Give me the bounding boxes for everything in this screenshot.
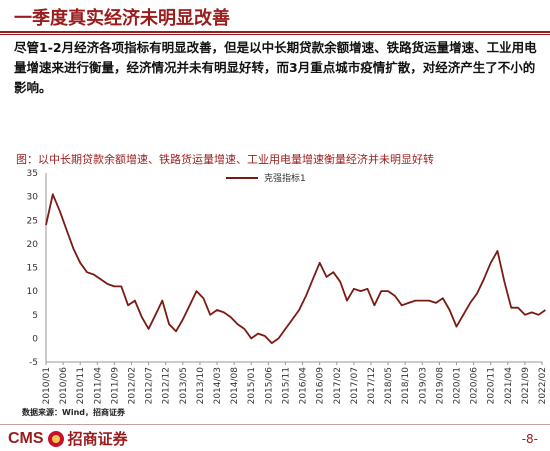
x-tick-label: 2010/06 (59, 367, 69, 405)
x-tick-label: 2012/12 (162, 367, 172, 404)
x-tick-label: 2012/02 (128, 367, 138, 404)
legend-label: 克强指标1 (264, 174, 306, 184)
y-tick-label: 10 (27, 287, 39, 297)
body-paragraph: 尽管1-2月经济各项指标有明显改善，但是以中长期贷款余额增速、铁路货运量增速、工… (14, 40, 537, 95)
x-tick-label: 2015/11 (281, 367, 291, 404)
y-tick-label: 5 (32, 311, 38, 321)
slide-title: 一季度真实经济未明显改善 (14, 8, 230, 29)
x-tick-label: 2015/06 (264, 367, 274, 405)
y-tick-label: 30 (27, 193, 39, 203)
line-chart: -5 0 5 10 15 20 25 30 35 2010/01 2010/06 2010/11 201… (27, 169, 548, 405)
y-tick-label: 25 (27, 216, 38, 226)
company-logo: CMS 招商证券 (8, 428, 128, 449)
x-tick-label: 2020/06 (470, 367, 480, 405)
data-source: 数据来源：Wind，招商证券 (22, 408, 125, 417)
title-rule-thin (0, 34, 550, 35)
x-tick-label: 2017/12 (367, 367, 377, 404)
x-tick-label: 2014/08 (230, 367, 240, 405)
x-tick-label: 2012/07 (145, 367, 155, 404)
x-tick-label: 2016/04 (299, 367, 309, 405)
x-tick-label: 2015/01 (247, 367, 257, 404)
chart-title: 图：以中长期贷款余额增速、铁路货运量增速、工业用电量增速衡量经济并未明显好转 (16, 153, 434, 166)
x-tick-label: 2011/09 (110, 367, 120, 405)
logo-emblem-icon (47, 430, 64, 447)
x-tick-label: 2010/11 (76, 367, 86, 404)
x-tick-label: 2013/05 (179, 367, 189, 404)
y-tick-label: 0 (32, 334, 38, 344)
legend-line-swatch (226, 176, 258, 179)
x-tick-label: 2021/09 (521, 367, 531, 405)
logo-cms-text: CMS (8, 429, 44, 447)
x-tick-label: 2016/09 (316, 367, 326, 405)
x-tick-label: 2020/11 (487, 367, 497, 404)
y-tick-label: 15 (27, 264, 38, 274)
title-rule (0, 31, 550, 33)
x-tick-label: 2017/02 (333, 367, 343, 404)
y-tick-label: -5 (29, 358, 38, 368)
x-tick-label: 2017/07 (350, 367, 360, 404)
y-tick-label: 35 (27, 169, 38, 179)
x-tick-label: 2018/05 (384, 367, 394, 404)
x-tick-label: 2013/10 (196, 367, 206, 405)
chart-legend: 克强指标1 (226, 171, 306, 184)
y-tick-label: 20 (27, 240, 39, 250)
x-tick-label: 2020/01 (452, 367, 462, 404)
x-tick-label: 2021/04 (504, 367, 514, 405)
logo-cn-text: 招商证券 (67, 430, 128, 448)
x-tick-label: 2018/10 (401, 367, 411, 405)
x-tick-label: 2014/03 (213, 367, 223, 404)
page-number: -8- (521, 432, 538, 446)
x-tick-label: 2010/01 (42, 367, 52, 404)
series-line-克强指标1 (45, 193, 546, 345)
x-tick-label: 2022/02 (538, 367, 548, 404)
x-tick-label: 2019/03 (418, 367, 428, 404)
x-tick-label: 2011/04 (93, 367, 103, 405)
footer-rule (0, 424, 550, 425)
x-tick-label: 2019/08 (435, 367, 445, 405)
